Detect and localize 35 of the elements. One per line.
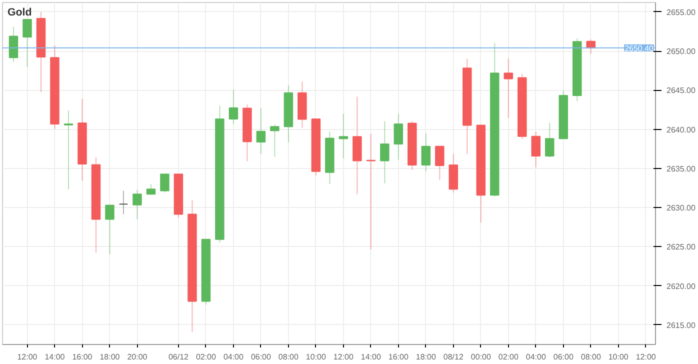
x-tick-label: 08:00 — [278, 352, 300, 362]
chart-title: Gold — [8, 6, 32, 18]
y-tick-label: 2635.00 — [666, 164, 696, 174]
x-tick-label: 08/12 — [443, 352, 464, 362]
y-tick-label: 2630.00 — [666, 204, 696, 213]
y-tick-label: 2625.00 — [666, 242, 696, 252]
x-tick-label: 04:00 — [223, 352, 244, 362]
x-tick-label: 12:00 — [17, 352, 38, 362]
x-tick-label: 10:00 — [306, 352, 326, 362]
x-tick-label: 18:00 — [100, 352, 120, 362]
y-tick-label: 2615.00 — [666, 320, 696, 330]
x-tick-label: 04:00 — [526, 352, 546, 362]
x-tick-label: 14:00 — [360, 352, 382, 362]
y-tick-label: 2650.00 — [666, 47, 696, 56]
x-tick-label: 20:00 — [127, 352, 148, 362]
x-tick-label: 06/12 — [168, 352, 190, 362]
x-tick-label: 12:00 — [636, 352, 656, 362]
ref-line-label: 2650.40 — [624, 44, 654, 53]
y-tick-label: 2645.00 — [666, 86, 696, 96]
x-tick-label: 10:00 — [608, 352, 629, 362]
x-tick-label: 18:00 — [416, 352, 436, 362]
y-tick-label: 2620.00 — [666, 282, 696, 291]
x-tick-label: 16:00 — [72, 352, 93, 362]
candlestick — [160, 174, 170, 194]
x-tick-label: 02:00 — [498, 352, 519, 362]
x-tick-label: 16:00 — [388, 352, 409, 362]
y-tick-label: 2655.00 — [666, 8, 696, 17]
x-tick-label: 06:00 — [553, 352, 574, 362]
x-tick-label: 06:00 — [250, 352, 272, 362]
x-tick-label: 00:00 — [470, 352, 492, 362]
x-tick-label: 02:00 — [196, 352, 217, 362]
x-tick-label: 14:00 — [44, 352, 66, 362]
x-tick-label: 08:00 — [580, 352, 602, 362]
x-tick-label: 12:00 — [333, 352, 354, 362]
y-tick-label: 2640.00 — [666, 125, 696, 134]
